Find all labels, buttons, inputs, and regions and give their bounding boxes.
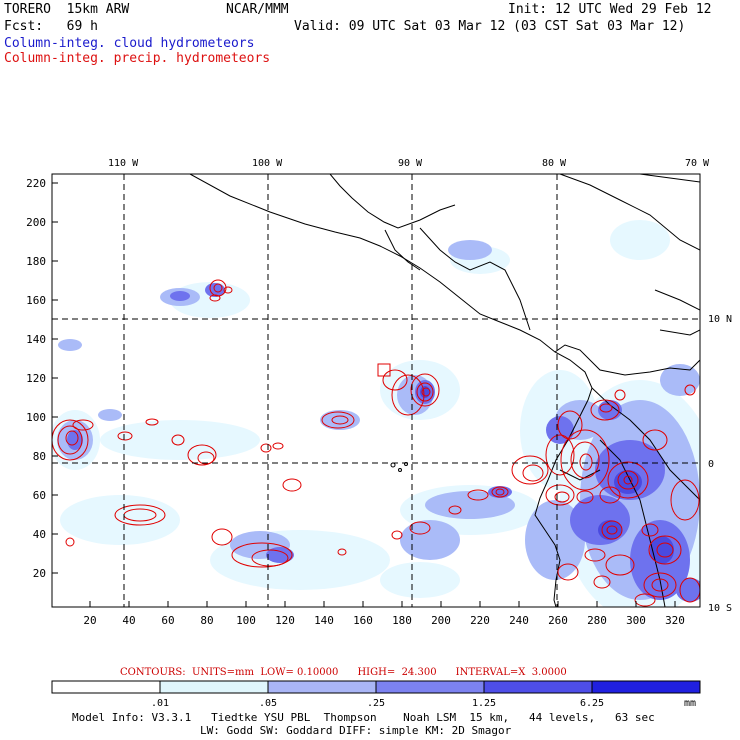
colorbar-tick: 1.25 bbox=[472, 698, 496, 709]
x-tick: 40 bbox=[122, 614, 135, 627]
x-tick: 220 bbox=[470, 614, 490, 627]
y-tick: 80 bbox=[33, 450, 46, 463]
y-tick: 200 bbox=[26, 216, 46, 229]
lon-label: 90 W bbox=[398, 158, 423, 169]
organization: NCAR/MMM bbox=[226, 2, 289, 17]
x-tick: 240 bbox=[509, 614, 529, 627]
init-time: Init: 12 UTC Wed 29 Feb 12 bbox=[508, 2, 712, 17]
lat-label: 10 N bbox=[708, 314, 732, 325]
x-tick: 80 bbox=[200, 614, 213, 627]
x-tick: 100 bbox=[236, 614, 256, 627]
lon-label: 110 W bbox=[108, 158, 139, 169]
field-precip-label: Column-integ. precip. hydrometeors bbox=[4, 51, 271, 66]
y-tick: 20 bbox=[33, 567, 46, 580]
x-tick-labels: 20 40 60 80 100 120 140 160 180 200 220 … bbox=[83, 614, 685, 627]
x-tick: 300 bbox=[626, 614, 646, 627]
lat-labels: 10 N 0 10 S bbox=[708, 314, 732, 614]
plot-frame bbox=[51, 173, 701, 608]
colorbar-unit: mm bbox=[684, 698, 696, 709]
precip-contours bbox=[52, 279, 700, 607]
y-tick: 40 bbox=[33, 528, 46, 541]
y-tick: 60 bbox=[33, 489, 46, 502]
colorbar-tick: 6.25 bbox=[580, 698, 604, 709]
y-tick: 160 bbox=[26, 294, 46, 307]
colorbar-tick: .01 bbox=[151, 698, 169, 709]
y-tick: 100 bbox=[26, 411, 46, 424]
x-tick: 120 bbox=[275, 614, 295, 627]
lon-label: 70 W bbox=[685, 158, 710, 169]
y-tick: 140 bbox=[26, 333, 46, 346]
lon-label: 80 W bbox=[542, 158, 567, 169]
lat-label: 0 bbox=[708, 459, 714, 470]
graticule bbox=[52, 174, 700, 607]
lat-label: 10 S bbox=[708, 603, 732, 614]
y-tick: 120 bbox=[26, 372, 46, 385]
colorbar-ticks: .01 .05 .25 1.25 6.25 mm bbox=[151, 698, 696, 709]
x-tick: 160 bbox=[353, 614, 373, 627]
x-tick: 320 bbox=[665, 614, 685, 627]
x-tick: 140 bbox=[314, 614, 334, 627]
y-tick-labels: 220 200 180 160 140 120 100 80 60 40 20 bbox=[26, 177, 46, 580]
x-tick: 200 bbox=[431, 614, 451, 627]
colorbar-tick: .05 bbox=[259, 698, 277, 709]
coastlines bbox=[189, 174, 700, 607]
y-tick: 180 bbox=[26, 255, 46, 268]
axis-ticks bbox=[52, 182, 676, 607]
colorbar-tick: .25 bbox=[367, 698, 385, 709]
forecast-hour: Fcst: 69 h bbox=[4, 19, 98, 34]
x-tick: 60 bbox=[161, 614, 174, 627]
y-tick: 220 bbox=[26, 177, 46, 190]
lon-label: 100 W bbox=[252, 158, 283, 169]
lon-labels: 110 W 100 W 90 W 80 W 70 W bbox=[108, 158, 710, 169]
x-tick: 260 bbox=[548, 614, 568, 627]
valid-time: Valid: 09 UTC Sat 03 Mar 12 (03 CST Sat … bbox=[294, 19, 686, 34]
contour-info: CONTOURS: UNITS=mm LOW= 0.10000 HIGH= 24… bbox=[120, 667, 567, 678]
x-tick: 20 bbox=[83, 614, 96, 627]
model-info-line2: LW: Godd SW: Goddard DIFF: simple KM: 2D… bbox=[200, 724, 512, 737]
x-tick: 280 bbox=[587, 614, 607, 627]
model-info-line1: Model Info: V3.3.1 Tiedtke YSU PBL Thomp… bbox=[72, 711, 655, 724]
x-tick: 180 bbox=[392, 614, 412, 627]
model-title: TORERO 15km ARW bbox=[4, 2, 130, 17]
colorbar bbox=[51, 680, 701, 694]
field-cloud-label: Column-integ. cloud hydrometeors bbox=[4, 36, 255, 51]
